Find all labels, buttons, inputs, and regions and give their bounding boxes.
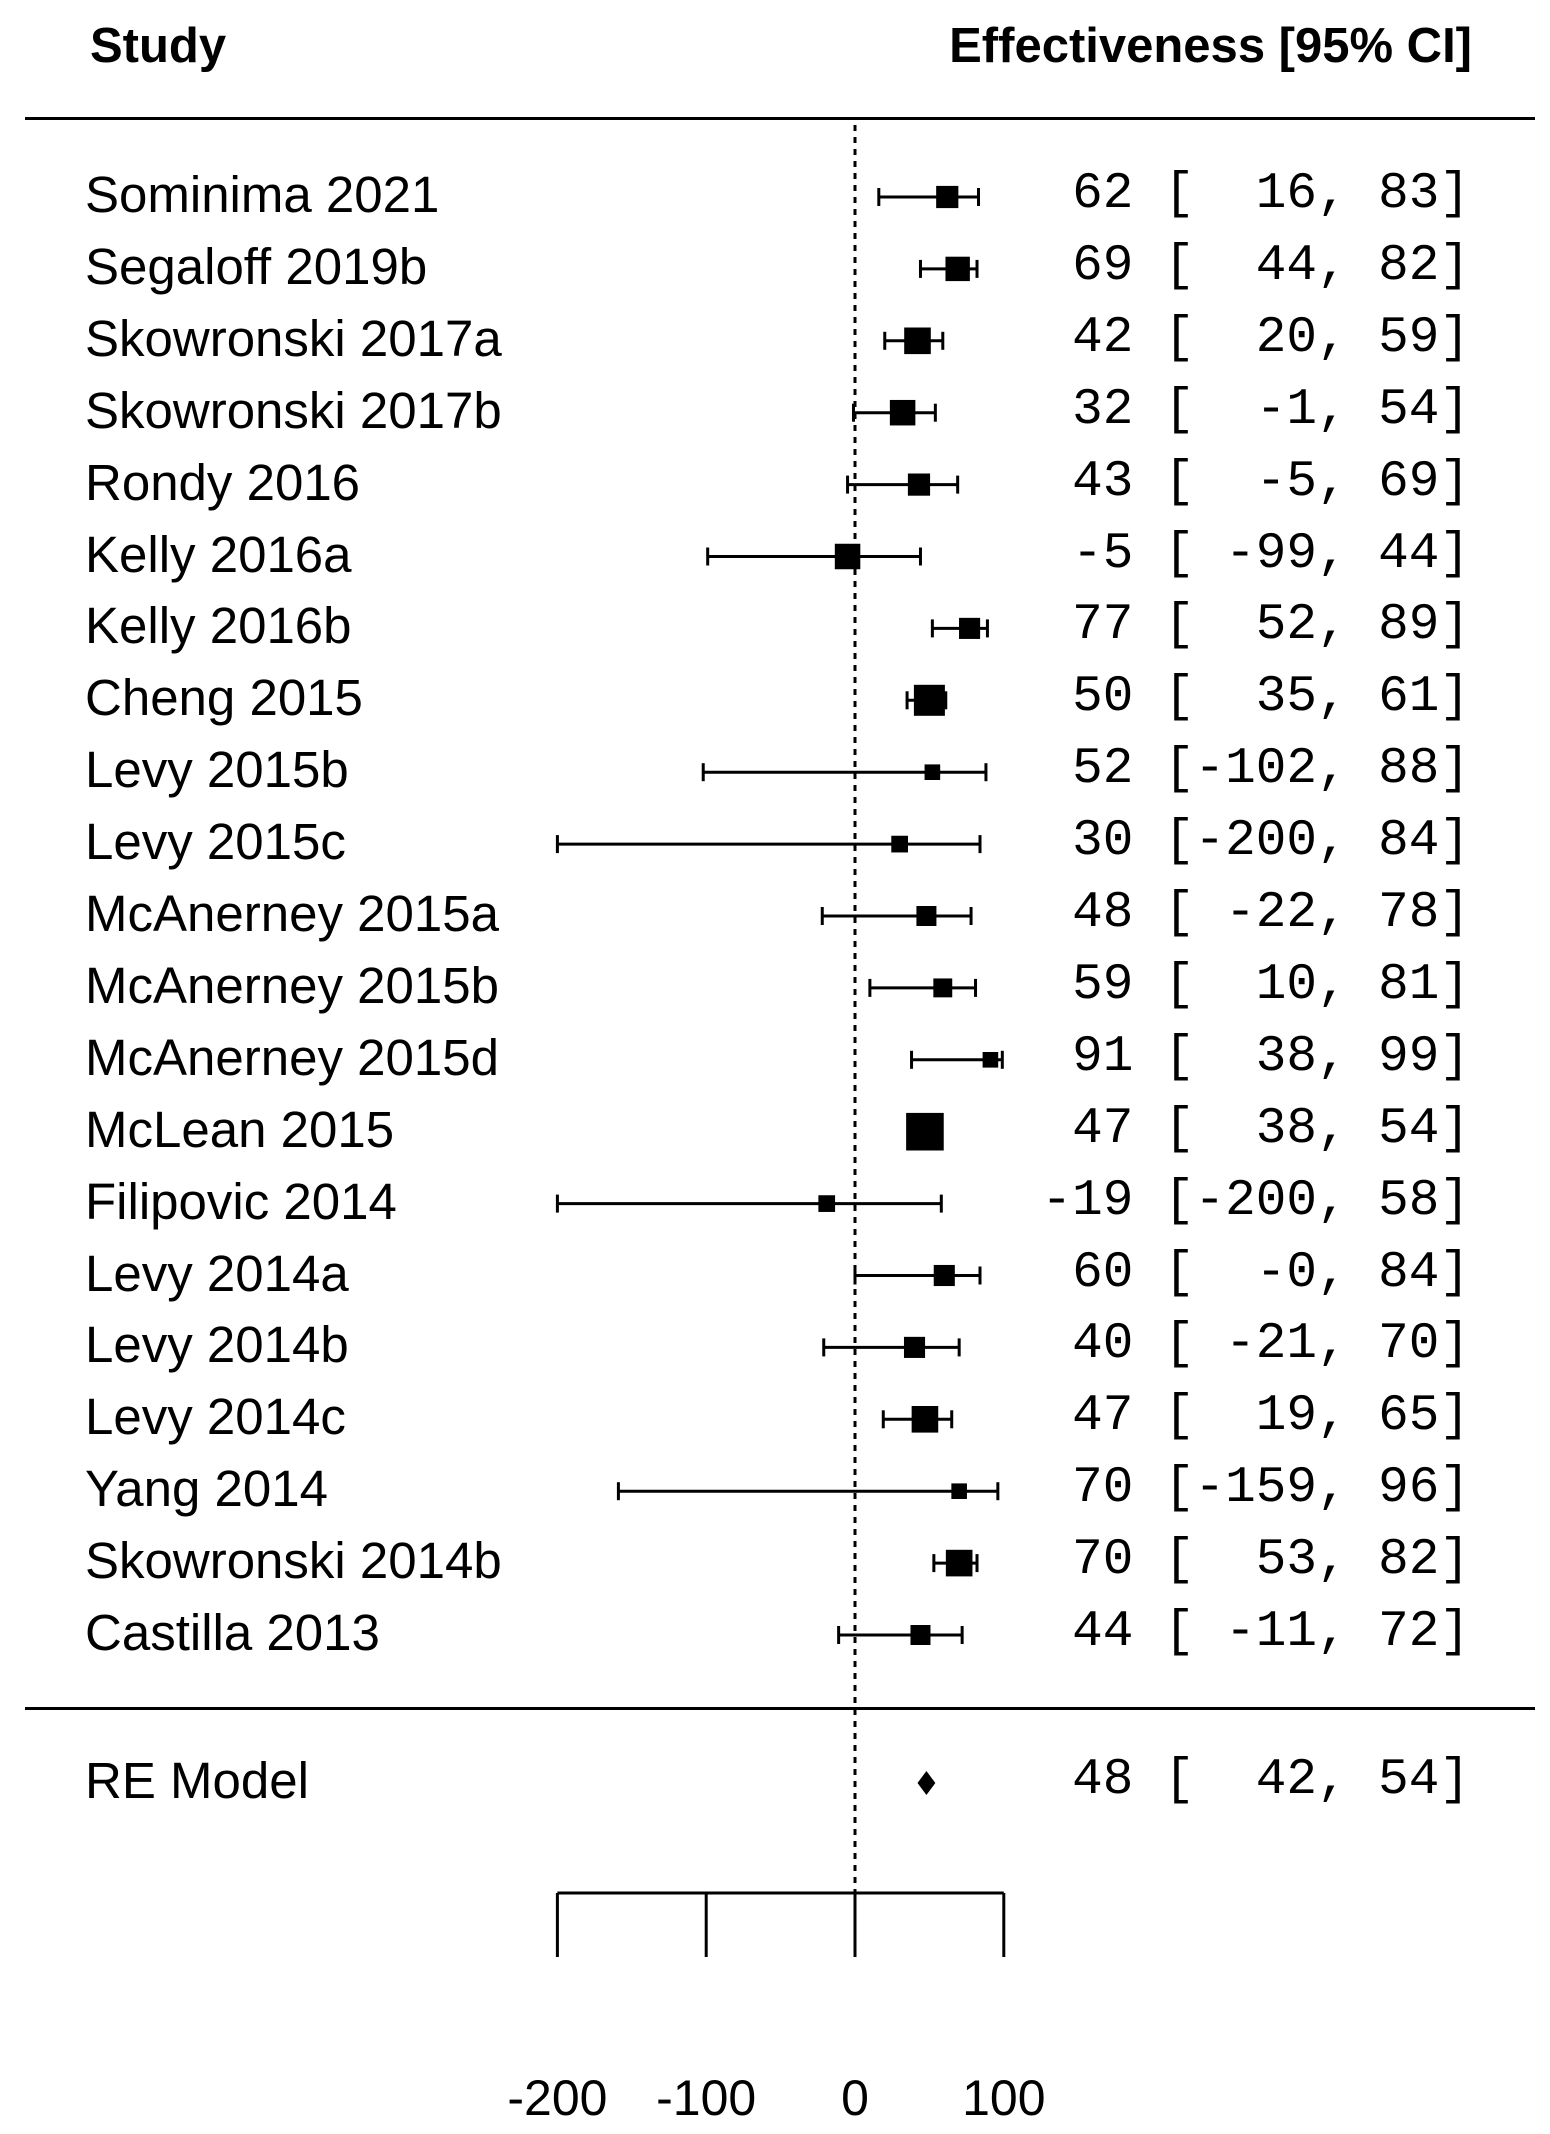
point-estimate-square	[951, 1483, 967, 1499]
point-estimate-square	[891, 835, 908, 853]
point-estimate-square	[834, 543, 861, 570]
study-label: Filipovic 2014	[85, 1172, 397, 1230]
study-label: McAnerney 2015d	[85, 1028, 499, 1086]
study-ci-text: -5 [ -99, 44]	[1072, 525, 1470, 583]
point-estimate-square	[904, 327, 931, 355]
x-tick-label: -200	[507, 2070, 607, 2126]
study-ci-text: 47 [ 38, 54]	[1072, 1100, 1470, 1158]
study-label: Levy 2015b	[85, 741, 349, 799]
study-label: Kelly 2016b	[85, 597, 352, 655]
point-estimate-square	[818, 1195, 836, 1212]
point-estimate-square	[910, 1625, 931, 1645]
study-label: Kelly 2016a	[85, 525, 352, 583]
effectiveness-column-header: Effectiveness [95% CI]	[949, 19, 1472, 73]
summary-label: RE Model	[85, 1752, 309, 1809]
study-label: Castilla 2013	[85, 1604, 380, 1661]
x-tick-label: 0	[841, 2070, 869, 2126]
study-label: Levy 2014c	[85, 1388, 346, 1446]
study-ci-text: 32 [ -1, 54]	[1072, 381, 1470, 439]
point-estimate-square	[933, 978, 953, 998]
study-ci-text: 60 [ -0, 84]	[1072, 1244, 1470, 1302]
point-estimate-square	[907, 473, 931, 496]
study-ci-text: 40 [ -21, 70]	[1072, 1316, 1470, 1374]
study-ci-text: 50 [ 35, 61]	[1072, 669, 1470, 727]
study-label: Rondy 2016	[85, 453, 361, 511]
study-ci-text: 91 [ 38, 99]	[1072, 1028, 1470, 1086]
summary-diamond	[917, 1771, 936, 1795]
study-ci-text: 70 [ 53, 82]	[1072, 1532, 1470, 1590]
x-tick-label: -100	[656, 2070, 756, 2126]
study-label: Cheng 2015	[85, 669, 363, 727]
study-label: Skowronski 2014b	[85, 1532, 502, 1590]
study-ci-text: 77 [ 52, 89]	[1072, 597, 1470, 655]
point-estimate-square	[936, 185, 959, 209]
study-label: Skowronski 2017a	[85, 309, 502, 367]
point-estimate-square	[906, 1112, 944, 1151]
point-estimate-square	[982, 1052, 999, 1068]
study-label: Levy 2015c	[85, 813, 346, 871]
point-estimate-square	[924, 764, 941, 780]
summary-rule	[25, 1707, 1535, 1710]
point-estimate-square	[913, 684, 945, 716]
point-estimate-square	[889, 399, 916, 426]
study-ci-text: 59 [ 10, 81]	[1072, 956, 1470, 1014]
point-estimate-square	[945, 1549, 973, 1577]
study-ci-text: 48 [ -22, 78]	[1072, 885, 1470, 942]
x-tick-label: 100	[962, 2070, 1045, 2126]
study-ci-text: 47 [ 19, 65]	[1072, 1388, 1470, 1446]
point-estimate-square	[916, 906, 937, 926]
point-estimate-square	[933, 1264, 955, 1287]
header-rule	[25, 117, 1535, 120]
study-label: Sominima 2021	[85, 166, 440, 223]
study-label: Levy 2014b	[85, 1316, 349, 1374]
study-ci-text: 69 [ 44, 82]	[1072, 237, 1470, 295]
summary-ci-text: 48 [ 42, 54]	[1072, 1752, 1470, 1809]
study-label: Skowronski 2017b	[85, 381, 502, 439]
point-estimate-square	[945, 256, 970, 282]
study-label: Levy 2014a	[85, 1244, 349, 1302]
study-ci-text: 70 [-159, 96]	[1072, 1460, 1470, 1518]
point-estimate-square	[959, 617, 981, 639]
study-label: Segaloff 2019b	[85, 237, 428, 295]
study-ci-text: 44 [ -11, 72]	[1072, 1604, 1470, 1661]
study-ci-text: 52 [-102, 88]	[1072, 741, 1470, 799]
point-estimate-square	[903, 1336, 926, 1358]
study-ci-text: -19 [-200, 58]	[1041, 1172, 1470, 1230]
study-label: McLean 2015	[85, 1100, 395, 1158]
study-label: McAnerney 2015b	[85, 956, 499, 1014]
point-estimate-square	[911, 1406, 939, 1433]
study-ci-text: 62 [ 16, 83]	[1072, 166, 1470, 223]
study-label: McAnerney 2015a	[85, 885, 499, 942]
study-column-header: Study	[90, 19, 227, 73]
study-label: Yang 2014	[85, 1460, 328, 1518]
study-ci-text: 43 [ -5, 69]	[1072, 453, 1470, 511]
study-ci-text: 42 [ 20, 59]	[1072, 309, 1470, 367]
study-ci-text: 30 [-200, 84]	[1072, 813, 1470, 871]
